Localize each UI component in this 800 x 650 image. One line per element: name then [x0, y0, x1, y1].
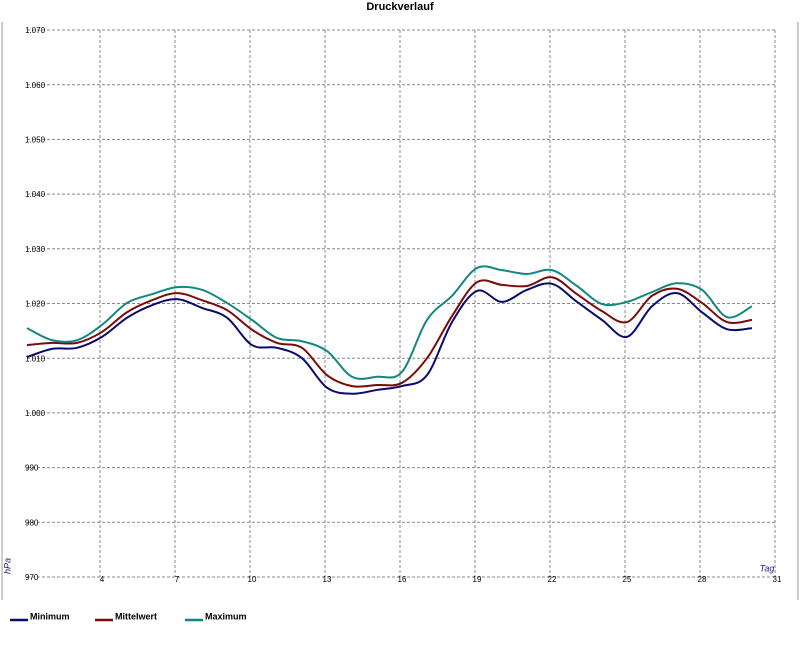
y-tick-label: 1.000: [25, 409, 46, 418]
series-line: [26, 265, 753, 380]
y-tick-label: 1.060: [25, 81, 46, 90]
series-line: [26, 276, 753, 388]
x-tick-label: 4: [100, 575, 105, 584]
y-tick-label: 970: [25, 573, 39, 582]
y-tick-label: 1.070: [25, 26, 46, 35]
chart-title: Druckverlauf: [366, 1, 434, 13]
x-tick-label: 28: [698, 575, 707, 584]
x-tick-label: 19: [473, 575, 482, 584]
legend-label: Minimum: [30, 611, 70, 621]
y-axis-label: hPa: [2, 558, 12, 574]
y-tick-label: 980: [25, 518, 39, 527]
x-tick-label: 7: [175, 575, 180, 584]
x-tick-label: 31: [773, 575, 782, 584]
y-tick-label: 1.010: [25, 354, 46, 363]
y-tick-label: 990: [25, 464, 39, 473]
series-line: [26, 282, 753, 395]
y-tick-label: 1.050: [25, 136, 46, 145]
y-tick-label: 1.040: [25, 190, 46, 199]
legend-label: Maximum: [205, 611, 247, 621]
y-tick-label: 1.030: [25, 245, 46, 254]
x-tick-label: 16: [398, 575, 407, 584]
x-axis-label: Tag: [760, 563, 775, 573]
x-tick-label: 22: [548, 575, 557, 584]
x-tick-label: 25: [623, 575, 632, 584]
x-tick-label: 10: [248, 575, 257, 584]
x-tick-label: 13: [323, 575, 332, 584]
legend-label: Mittelwert: [115, 611, 157, 621]
y-tick-label: 1.020: [25, 300, 46, 309]
